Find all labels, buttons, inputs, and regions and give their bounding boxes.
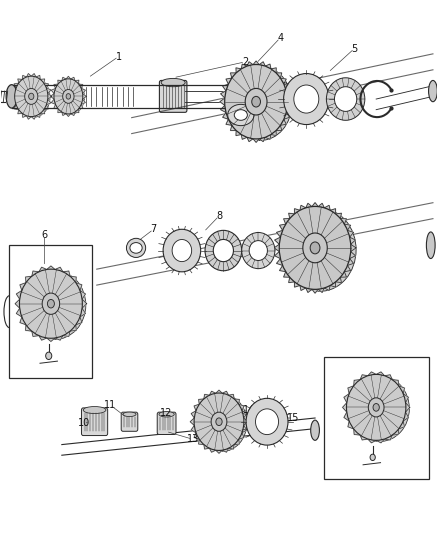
Circle shape: [46, 352, 52, 360]
Polygon shape: [220, 61, 292, 142]
Polygon shape: [15, 266, 87, 342]
Ellipse shape: [28, 93, 34, 100]
Ellipse shape: [159, 411, 174, 417]
Text: 1: 1: [116, 52, 122, 61]
Ellipse shape: [66, 94, 71, 99]
Ellipse shape: [42, 293, 60, 314]
Text: 2: 2: [242, 57, 248, 67]
Text: 8: 8: [216, 211, 222, 221]
Ellipse shape: [205, 230, 242, 271]
Polygon shape: [11, 74, 52, 119]
Ellipse shape: [25, 88, 38, 104]
Ellipse shape: [163, 229, 201, 272]
Ellipse shape: [19, 269, 82, 338]
Ellipse shape: [279, 206, 351, 289]
Ellipse shape: [284, 74, 329, 125]
Ellipse shape: [216, 418, 222, 425]
Ellipse shape: [373, 403, 379, 411]
Ellipse shape: [242, 232, 275, 269]
Ellipse shape: [211, 412, 227, 431]
Text: 12: 12: [160, 408, 173, 418]
Text: 5: 5: [351, 44, 357, 53]
Ellipse shape: [346, 374, 406, 440]
FancyBboxPatch shape: [157, 412, 176, 434]
Text: 3: 3: [242, 118, 248, 128]
Text: 6: 6: [41, 230, 47, 240]
Ellipse shape: [249, 240, 268, 261]
Text: 4: 4: [277, 33, 283, 43]
Ellipse shape: [428, 80, 437, 102]
Ellipse shape: [161, 78, 185, 87]
Ellipse shape: [311, 420, 319, 440]
Ellipse shape: [229, 66, 292, 141]
Polygon shape: [274, 203, 356, 293]
Ellipse shape: [335, 87, 357, 111]
Ellipse shape: [23, 270, 86, 340]
Text: 9: 9: [316, 208, 322, 219]
Ellipse shape: [14, 76, 48, 117]
Ellipse shape: [246, 398, 288, 445]
Text: 13: 13: [187, 434, 199, 445]
FancyBboxPatch shape: [121, 412, 138, 431]
Ellipse shape: [368, 398, 384, 417]
Text: 15: 15: [287, 413, 300, 423]
Ellipse shape: [54, 79, 83, 114]
Ellipse shape: [83, 407, 106, 414]
Text: 10: 10: [78, 418, 90, 429]
Text: 16: 16: [374, 413, 387, 423]
Text: 14: 14: [244, 405, 256, 415]
Ellipse shape: [228, 104, 254, 126]
Ellipse shape: [225, 64, 288, 139]
Text: 11: 11: [104, 400, 116, 410]
Circle shape: [370, 454, 375, 461]
Ellipse shape: [326, 78, 365, 120]
Ellipse shape: [350, 376, 410, 442]
Ellipse shape: [303, 233, 327, 263]
Text: 7: 7: [150, 224, 157, 235]
Ellipse shape: [130, 243, 142, 253]
Ellipse shape: [127, 238, 146, 257]
Ellipse shape: [310, 242, 320, 254]
Ellipse shape: [255, 409, 279, 434]
Ellipse shape: [197, 394, 247, 451]
Ellipse shape: [252, 96, 261, 107]
Ellipse shape: [294, 85, 319, 113]
Ellipse shape: [285, 208, 356, 291]
Polygon shape: [190, 390, 248, 453]
Polygon shape: [50, 76, 86, 117]
Ellipse shape: [17, 77, 50, 117]
Ellipse shape: [234, 110, 247, 120]
Ellipse shape: [47, 300, 54, 308]
Ellipse shape: [63, 90, 74, 103]
Ellipse shape: [56, 79, 85, 115]
Ellipse shape: [426, 232, 435, 259]
Ellipse shape: [6, 85, 17, 108]
Ellipse shape: [194, 393, 244, 450]
Ellipse shape: [172, 239, 192, 262]
Ellipse shape: [213, 239, 233, 262]
Ellipse shape: [245, 88, 267, 115]
FancyBboxPatch shape: [81, 408, 108, 435]
FancyBboxPatch shape: [159, 80, 187, 112]
Polygon shape: [343, 372, 410, 443]
Ellipse shape: [123, 412, 136, 416]
